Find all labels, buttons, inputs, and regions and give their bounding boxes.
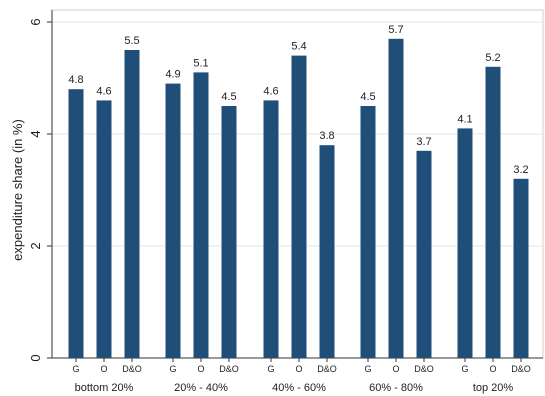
x-tick-label-4-0: G [461,364,468,374]
bar-1-0 [165,83,181,358]
bar-4-0 [457,128,473,358]
group-label-4: top 20% [473,382,514,394]
data-label-1-2: 4.5 [221,91,236,103]
x-tick-label-0-2: D&O [122,364,142,374]
y-tick-label-2: 2 [28,242,43,249]
bar-0-1 [96,100,112,359]
x-tick-label-0-1: O [100,364,107,374]
y-tick-label-4: 4 [28,130,43,137]
x-tick-label-2-0: G [267,364,274,374]
bar-1-1 [193,72,209,359]
bar-3-0 [360,106,376,358]
bar-3-2 [416,150,432,358]
bar-2-0 [263,100,279,359]
bar-4-1 [485,66,501,359]
data-label-1-0: 4.9 [165,69,180,81]
data-label-0-2: 5.5 [124,35,139,47]
group-label-1: 20% - 40% [174,382,228,394]
data-label-4-2: 3.2 [513,164,528,176]
x-tick-label-1-0: G [169,364,176,374]
bar-0-2 [124,50,140,358]
bar-0-0 [68,89,84,358]
data-label-3-1: 5.7 [388,24,403,36]
group-label-3: 60% - 80% [369,382,423,394]
data-label-3-2: 3.7 [416,136,431,148]
y-tick-label-6: 6 [28,18,43,25]
x-tick-label-1-1: O [197,364,204,374]
bar-4-2 [513,178,529,358]
data-label-0-0: 4.8 [68,74,83,86]
x-tick-label-0-0: G [72,364,79,374]
x-tick-label-2-2: D&O [317,364,337,374]
data-label-2-1: 5.4 [291,41,306,53]
bar-3-1 [388,38,404,359]
x-tick-label-4-2: D&O [511,364,531,374]
x-tick-label-3-0: G [364,364,371,374]
bar-2-2 [319,145,335,358]
data-label-4-1: 5.2 [485,52,500,64]
x-tick-label-1-2: D&O [219,364,239,374]
data-label-2-0: 4.6 [263,85,278,97]
bar-1-2 [221,106,237,358]
data-label-2-2: 3.8 [319,130,334,142]
x-tick-label-2-1: O [295,364,302,374]
data-label-3-0: 4.5 [360,91,375,103]
group-label-0: bottom 20% [75,382,134,394]
bar-2-1 [291,55,307,358]
x-tick-label-3-1: O [392,364,399,374]
data-label-0-1: 4.6 [96,85,111,97]
x-tick-label-4-1: O [489,364,496,374]
data-label-1-1: 5.1 [193,57,208,69]
y-axis-title: expenditure share (in %) [10,119,25,261]
group-label-2: 40% - 60% [272,382,326,394]
x-tick-label-3-2: D&O [414,364,434,374]
y-tick-label-0: 0 [28,354,43,361]
data-label-4-0: 4.1 [457,113,472,125]
